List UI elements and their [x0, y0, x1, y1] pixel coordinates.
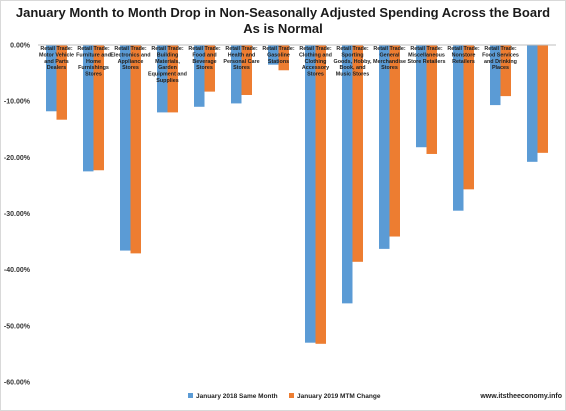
legend-label-2018: January 2018 Same Month: [196, 393, 278, 400]
bar-series-1: [379, 45, 390, 249]
bar-series-2: [537, 45, 548, 153]
chart-subtitle: As is Normal: [243, 21, 322, 36]
y-tick-label: -30.00%: [4, 211, 31, 218]
bar-series-2: [278, 45, 289, 71]
category-label: Retail Trade: Building Materials, Garden Equ…: [148, 46, 187, 84]
category-label: Retail Trade: Nonstore Retailers: [447, 46, 480, 65]
legend: January 2018 Same Month January 2019 MTM…: [188, 393, 381, 400]
bar-series-2: [167, 45, 178, 113]
bar-series-group: [46, 45, 548, 344]
bar-series-1: [527, 45, 538, 162]
category-label: Retail Trade: Gasoline Stations: [262, 46, 295, 65]
bar-series-2: [389, 45, 400, 237]
bar-series-2: [56, 45, 67, 120]
y-tick-label: -40.00%: [4, 267, 31, 274]
category-label: Retail Trade: Health and Personal Care Stor…: [223, 46, 259, 71]
bar-series-1: [416, 45, 427, 148]
legend-swatch-2019: [289, 393, 294, 398]
y-tick-label: -60.00%: [4, 380, 31, 387]
category-labels: Retail Trade: Motor Vehicle and Parts Deale…: [39, 46, 519, 84]
category-label: Retail Trade: Electronics and Appliance Sto…: [110, 46, 150, 71]
source-credit: www.itstheeconomy.info: [479, 393, 562, 400]
y-tick-label: 0.00%: [10, 43, 31, 50]
bar-series-2: [315, 45, 326, 344]
bar-series-2: [241, 45, 252, 95]
bar-series-1: [268, 45, 279, 65]
bar-series-2: [93, 45, 104, 171]
bar-series-1: [194, 45, 205, 107]
y-axis: 0.00% -10.00% -20.00% -30.00% -40.00% -50.00%…: [4, 43, 31, 387]
y-tick-label: -20.00%: [4, 155, 31, 162]
y-tick-label: -50.00%: [4, 323, 31, 330]
legend-label-2019: January 2019 MTM Change: [297, 393, 381, 400]
category-label: Retail Trade: Motor Vehicle and Parts Deale…: [39, 46, 74, 71]
category-label: Retail Trade: Food and Beverage Stores: [188, 46, 221, 71]
category-label: Retail Trade: Sporting Goods, Hobby, Book, …: [334, 46, 372, 78]
legend-swatch-2018: [188, 393, 193, 398]
bar-series-2: [500, 45, 511, 97]
bar-series-1: [305, 45, 316, 343]
bar-series-1: [46, 45, 57, 112]
bar-series-2: [463, 45, 474, 190]
bar-series-1: [157, 45, 168, 113]
bar-series-1: [342, 45, 353, 304]
bar-series-1: [83, 45, 94, 172]
y-tick-label: -10.00%: [4, 99, 31, 106]
bar-series-1: [231, 45, 242, 104]
bar-series-2: [204, 45, 215, 92]
bar-series-1: [490, 45, 501, 106]
category-label: Retail Trade: Miscellaneous Store Retailer…: [407, 46, 445, 65]
bar-series-1: [120, 45, 131, 251]
bar-series-2: [352, 45, 363, 262]
category-label: Retail Trade: Food Services and Drinking Pl…: [482, 46, 519, 71]
category-label: Retail Trade: Furniture and Home Furnishing…: [76, 46, 111, 78]
bar-series-1: [453, 45, 464, 211]
chart-title: January Month to Month Drop in Non-Seaso…: [16, 5, 550, 20]
bar-series-2: [426, 45, 437, 154]
category-label: Retail Trade: General Merchandise Stores: [373, 46, 406, 71]
bar-series-2: [130, 45, 141, 254]
category-label: Retail Trade: Clothing and Clothing Accesso…: [299, 46, 332, 78]
